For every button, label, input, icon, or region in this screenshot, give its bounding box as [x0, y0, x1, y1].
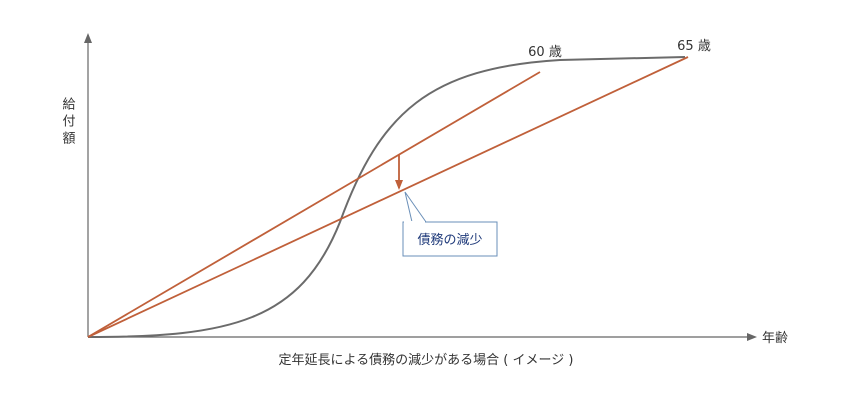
callout-gap: [404, 221, 425, 224]
x-axis-label: 年齢: [762, 331, 788, 346]
label-60: 60 歳: [528, 45, 562, 60]
callout-text: 債務の減少: [417, 232, 482, 248]
callout-box: [402, 191, 498, 257]
caption: 定年延長による債務の減少がある場合 ( イメージ ): [279, 352, 574, 368]
y-axis-label: 給付額: [60, 97, 76, 148]
line-65: [87, 56, 689, 338]
benefit-curve: [87, 56, 686, 338]
line-60: [87, 71, 541, 338]
label-65: 65 歳: [677, 39, 711, 54]
